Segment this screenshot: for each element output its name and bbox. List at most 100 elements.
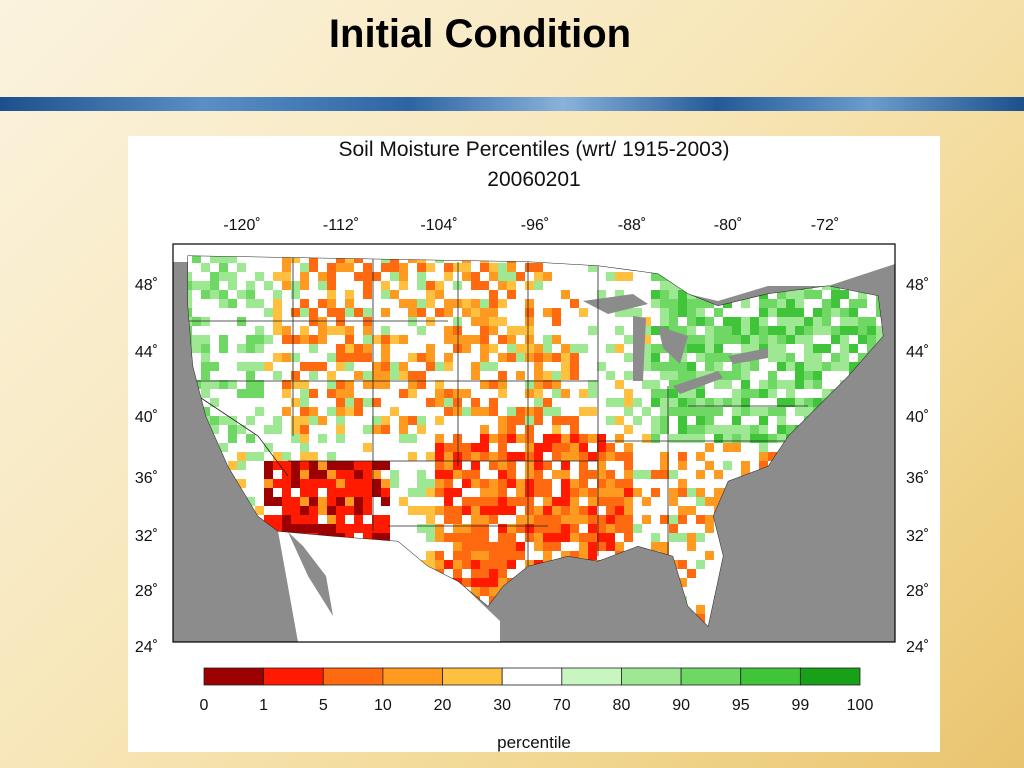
percentile-cell (237, 317, 246, 326)
percentile-cell (723, 362, 732, 371)
percentile-cell (336, 371, 345, 380)
percentile-cell (597, 497, 606, 506)
percentile-cell (525, 416, 534, 425)
percentile-cell (543, 542, 552, 551)
percentile-cell (291, 290, 300, 299)
percentile-cell (354, 407, 363, 416)
percentile-cell (795, 335, 804, 344)
percentile-cell (399, 434, 408, 443)
percentile-cell (705, 560, 714, 569)
percentile-cell (498, 281, 507, 290)
percentile-cell (516, 272, 525, 281)
percentile-cell (705, 353, 714, 362)
percentile-cell (615, 533, 624, 542)
percentile-cell (246, 443, 255, 452)
percentile-cell (471, 407, 480, 416)
percentile-cell (426, 299, 435, 308)
percentile-cell (372, 434, 381, 443)
percentile-cell (705, 461, 714, 470)
percentile-cell (723, 389, 732, 398)
percentile-cell (543, 353, 552, 362)
percentile-cell (777, 353, 786, 362)
percentile-cell (705, 506, 714, 515)
percentile-cell (210, 272, 219, 281)
percentile-cell (687, 308, 696, 317)
percentile-cell (525, 470, 534, 479)
percentile-cell (291, 317, 300, 326)
percentile-cell (624, 488, 633, 497)
percentile-cell (813, 380, 822, 389)
percentile-cell (507, 362, 516, 371)
percentile-cell (507, 506, 516, 515)
percentile-cell (336, 515, 345, 524)
percentile-cell (876, 308, 883, 317)
percentile-cell (714, 416, 723, 425)
percentile-cell (282, 524, 291, 533)
percentile-cell (588, 542, 597, 551)
percentile-cell (759, 398, 768, 407)
percentile-cell (507, 497, 516, 506)
percentile-cell (741, 344, 750, 353)
percentile-cell (633, 479, 642, 488)
percentile-cell (507, 470, 516, 479)
percentile-cell (759, 452, 768, 461)
percentile-cell (669, 452, 678, 461)
percentile-cell (237, 326, 246, 335)
percentile-cell (507, 353, 516, 362)
percentile-cell (849, 353, 858, 362)
percentile-cell (831, 380, 840, 389)
percentile-cell (462, 434, 471, 443)
percentile-cell (480, 587, 489, 596)
percentile-cell (795, 407, 804, 416)
percentile-cell (552, 407, 561, 416)
percentile-cell (471, 470, 480, 479)
percentile-cell (489, 515, 498, 524)
percentile-cell (426, 416, 435, 425)
percentile-cell (750, 344, 759, 353)
percentile-cell (570, 317, 579, 326)
percentile-cell (363, 272, 372, 281)
percentile-cell (660, 461, 669, 470)
percentile-cell (525, 290, 534, 299)
percentile-cell (507, 335, 516, 344)
percentile-cell (462, 398, 471, 407)
percentile-cell (642, 416, 651, 425)
percentile-cell (534, 371, 543, 380)
percentile-cell (417, 389, 426, 398)
lon-tick-label: -80˚ (714, 217, 742, 234)
percentile-cell (606, 524, 615, 533)
percentile-cell (435, 389, 444, 398)
percentile-cell (255, 407, 264, 416)
percentile-cell (444, 272, 453, 281)
percentile-cell (822, 344, 831, 353)
percentile-cell (399, 443, 408, 452)
percentile-cell (561, 551, 570, 560)
percentile-cell (615, 425, 624, 434)
percentile-cell (768, 290, 777, 299)
percentile-cell (516, 380, 525, 389)
percentile-cell (651, 335, 660, 344)
percentile-cell (615, 470, 624, 479)
percentile-cell (651, 416, 660, 425)
percentile-cell (237, 299, 246, 308)
percentile-cell (849, 290, 858, 299)
percentile-cell (525, 542, 534, 551)
percentile-cell (831, 326, 840, 335)
percentile-cell (741, 317, 750, 326)
percentile-cell (840, 335, 849, 344)
percentile-cell (453, 488, 462, 497)
percentile-cell (642, 317, 651, 326)
percentile-cell (588, 335, 597, 344)
percentile-cell (309, 308, 318, 317)
percentile-cell (453, 443, 462, 452)
percentile-cell (327, 416, 336, 425)
percentile-cell (345, 389, 354, 398)
percentile-cell (300, 443, 309, 452)
percentile-cell (363, 344, 372, 353)
percentile-cell (651, 425, 660, 434)
percentile-cell (318, 515, 327, 524)
percentile-cell (390, 434, 399, 443)
percentile-cell (489, 425, 498, 434)
percentile-cell (282, 443, 291, 452)
percentile-cell (372, 470, 381, 479)
